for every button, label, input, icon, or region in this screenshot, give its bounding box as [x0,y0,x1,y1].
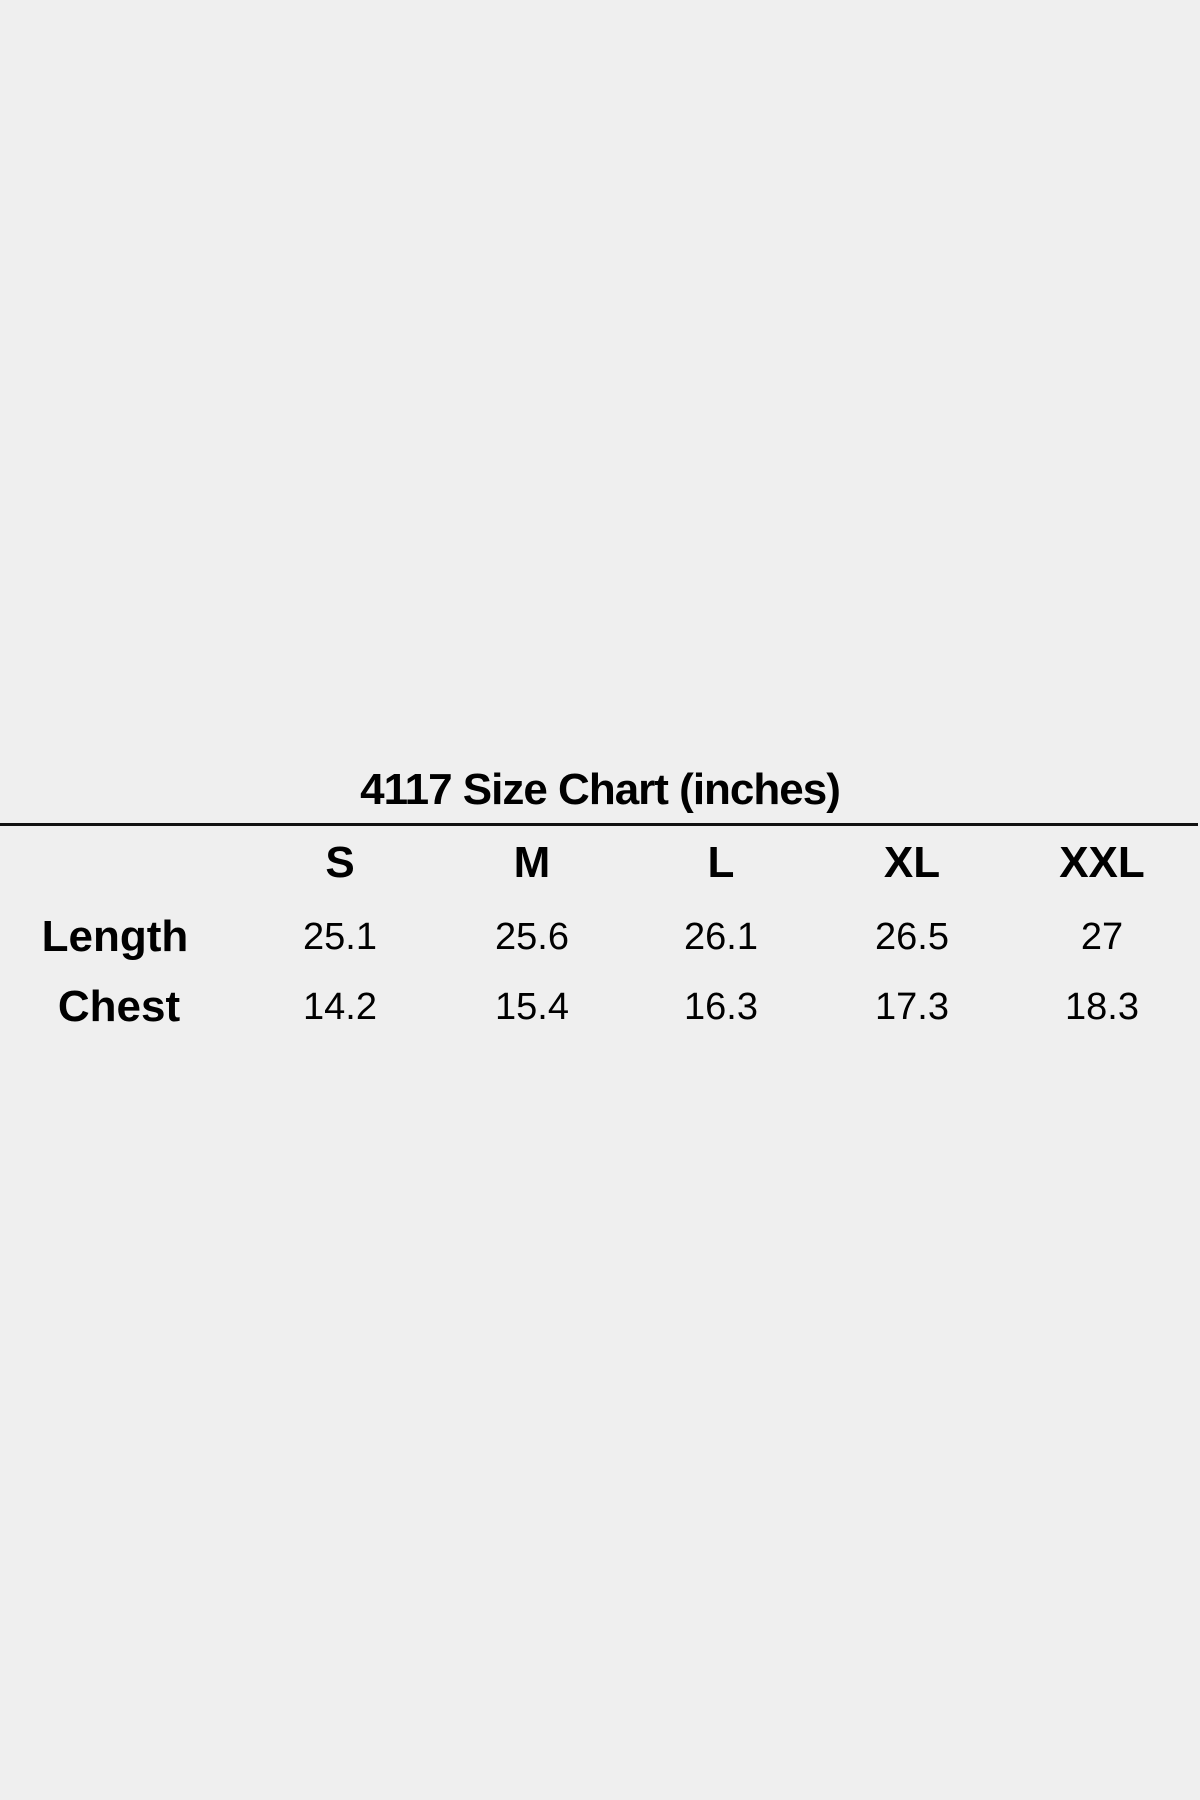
column-header-m: M [513,838,551,887]
table-cell: 27 [1080,916,1124,958]
table-cell: 25.1 [303,916,377,958]
column-header-xxl: XXL [1059,838,1145,887]
column-header-s: S [325,838,355,887]
table-cell: 16.3 [684,986,758,1028]
size-chart-title: 4117 Size Chart (inches) [360,765,841,814]
table-cell: 18.3 [1065,986,1139,1028]
column-header-xl: XL [883,838,941,887]
title-divider [0,823,1198,826]
table-cell: 15.4 [495,986,569,1028]
row-label-length: Length [41,912,189,961]
column-header-l: L [707,838,735,887]
table-cell: 26.1 [684,916,758,958]
row-label-chest: Chest [57,982,181,1031]
table-cell: 14.2 [303,986,377,1028]
table-cell: 26.5 [875,916,949,958]
table-cell: 17.3 [875,986,949,1028]
table-cell: 25.6 [495,916,569,958]
